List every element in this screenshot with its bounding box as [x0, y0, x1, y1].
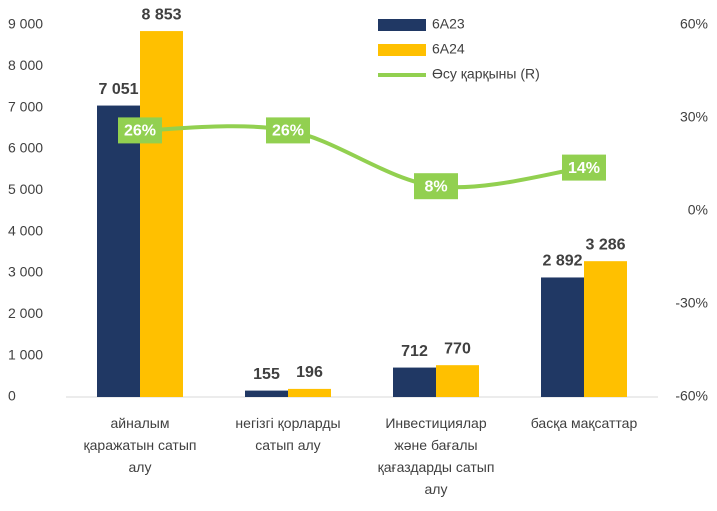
data-label: 155 — [253, 366, 280, 383]
data-label: 8 853 — [141, 6, 181, 23]
legend-swatch — [378, 44, 426, 56]
legend-swatch — [378, 19, 426, 31]
bar — [140, 31, 183, 398]
data-label: 770 — [444, 340, 471, 357]
data-label: 26% — [272, 123, 304, 140]
legend-label: Өсу қарқыны (R) — [432, 66, 540, 82]
x-tick-label: Инвестициялар және бағалы қағаздарды сат… — [377, 415, 495, 497]
y-tick-label: 1 000 — [8, 346, 43, 362]
data-label: 14% — [568, 160, 600, 177]
bar — [288, 388, 331, 397]
y-tick-label: 4 000 — [8, 222, 43, 238]
data-label-box — [266, 117, 310, 144]
line — [139, 124, 585, 190]
data-label: 26% — [124, 123, 156, 140]
data-label: 712 — [401, 343, 428, 360]
bar — [541, 277, 584, 397]
y-tick-label: 5 000 — [8, 181, 43, 197]
x-tick-label: айналым қаражатын сатып алу — [83, 415, 197, 475]
y-tick-label: 9 000 — [8, 16, 43, 32]
y-tick-label: 6 000 — [8, 140, 43, 156]
data-label: 8% — [424, 178, 447, 195]
y-tick-label: 8 000 — [8, 57, 43, 73]
y-tick-label: 7 000 — [8, 98, 43, 114]
bar — [245, 390, 288, 397]
data-label: 3 286 — [585, 236, 625, 253]
bar — [584, 261, 627, 397]
y2-tick-label: 60% — [680, 16, 708, 32]
bar — [97, 105, 140, 398]
data-label: 7 051 — [98, 81, 138, 98]
x-tick-label: негізгі қорларды сатып алу — [235, 415, 341, 453]
legend-label: 6А24 — [432, 41, 465, 57]
y-tick-label: 2 000 — [8, 305, 43, 321]
y-tick-label: 3 000 — [8, 264, 43, 280]
data-label-box — [414, 173, 458, 200]
data-label-box — [562, 154, 606, 181]
x-tick-label: басқа мақсаттар — [530, 415, 638, 431]
legend-label: 6А23 — [432, 16, 465, 32]
bar — [436, 365, 479, 397]
data-label: 196 — [296, 364, 323, 381]
y-tick-label: 0 — [8, 388, 16, 404]
bar — [393, 367, 436, 397]
data-label: 2 892 — [542, 253, 582, 270]
y2-tick-label: -30% — [675, 295, 708, 311]
y2-tick-label: -60% — [675, 388, 708, 404]
data-label-box — [118, 117, 162, 144]
y2-tick-label: 30% — [680, 109, 708, 125]
y2-tick-label: 0% — [688, 202, 708, 218]
